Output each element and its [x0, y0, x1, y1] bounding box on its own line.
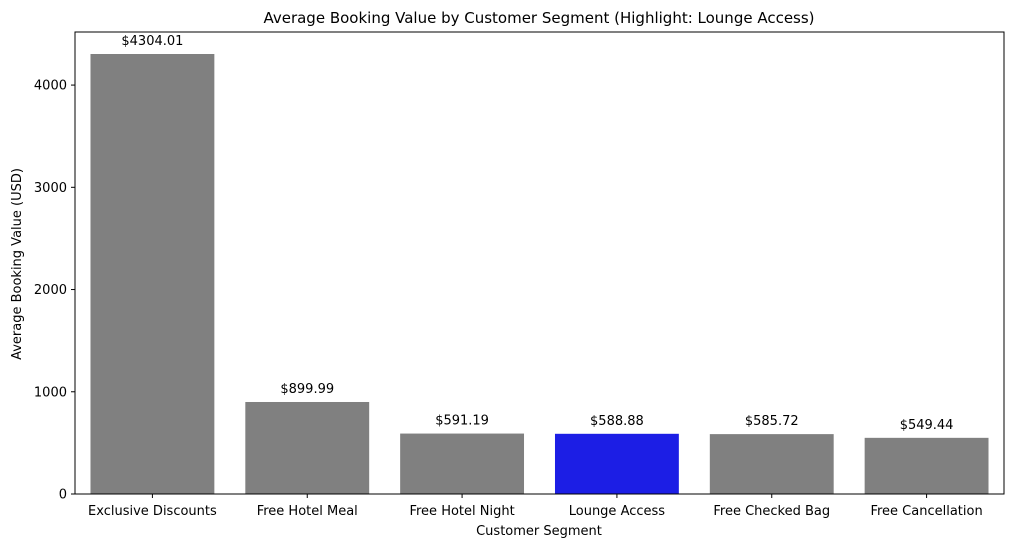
bar	[245, 401, 370, 494]
x-tick-label: Exclusive Discounts	[88, 504, 217, 519]
chart-title: Average Booking Value by Customer Segmen…	[263, 9, 814, 27]
x-tick-label: Free Checked Bag	[713, 504, 830, 519]
x-tick-label: Lounge Access	[569, 504, 666, 519]
bar-value-label: $588.88	[590, 414, 644, 429]
y-tick-label: 3000	[34, 181, 67, 196]
bar-value-label: $549.44	[900, 418, 954, 433]
bar	[709, 434, 834, 494]
plot-area: 0 1000 2000 3000 4000 $4304.01 Exclusive Disco…	[34, 34, 989, 519]
bar	[90, 53, 215, 495]
plot-frame	[74, 31, 1005, 495]
x-tick-label: Free Cancellation	[870, 504, 982, 519]
bar-highlight	[554, 433, 679, 494]
bar-value-label: $591.19	[435, 414, 489, 429]
bar-value-label: $4304.01	[121, 34, 183, 49]
y-tick-label: 2000	[34, 283, 67, 298]
y-axis-label: Average Booking Value (USD)	[10, 168, 25, 360]
y-tick-label: 4000	[34, 79, 67, 94]
y-tick-label: 0	[59, 488, 67, 503]
x-tick-label: Free Hotel Night	[409, 504, 514, 519]
bar	[400, 433, 525, 494]
bar	[864, 437, 989, 494]
x-tick-label: Free Hotel Meal	[257, 504, 358, 519]
y-tick-label: 1000	[34, 385, 67, 400]
bar-value-label: $899.99	[280, 382, 334, 397]
bar-value-label: $585.72	[745, 414, 799, 429]
x-axis-label: Customer Segment	[476, 524, 602, 539]
